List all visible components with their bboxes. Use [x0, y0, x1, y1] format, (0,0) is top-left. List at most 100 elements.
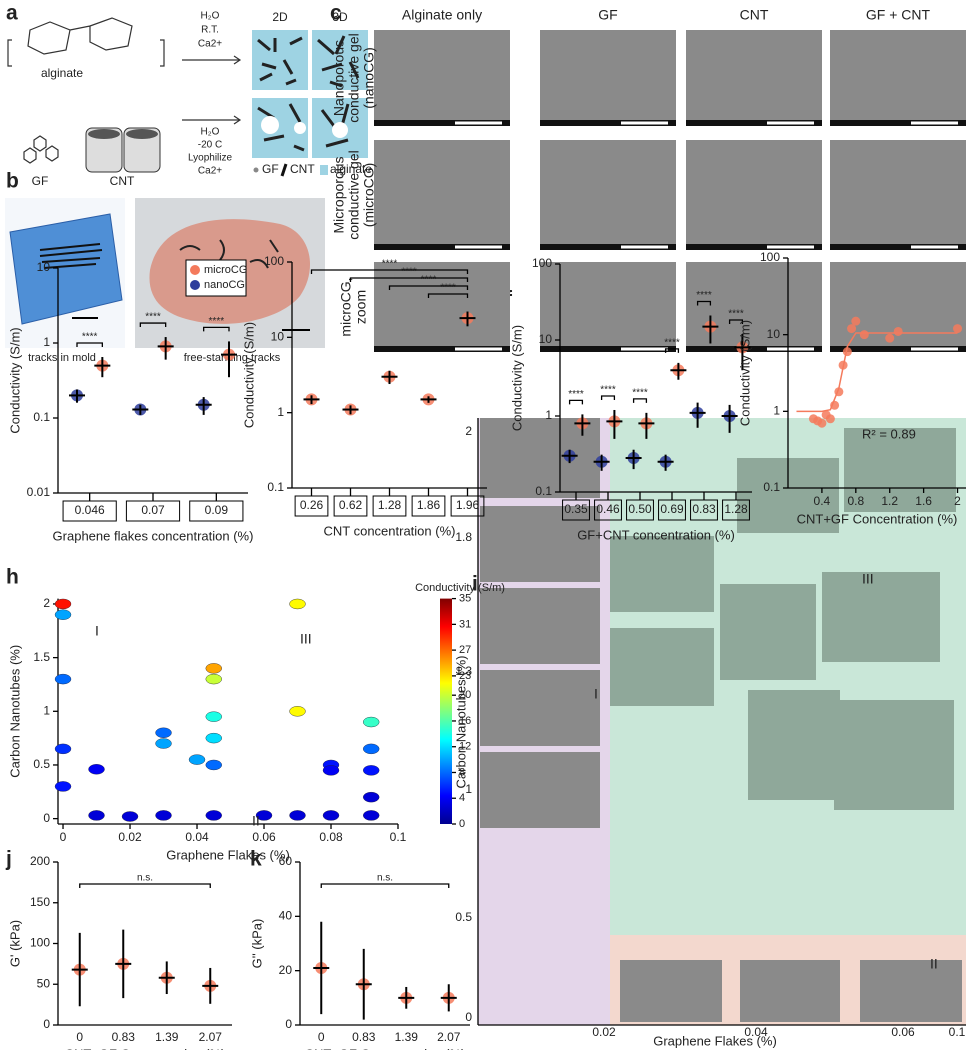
y-axis-label: Conductivity (S/m): [737, 320, 752, 426]
column-header: GF + CNT: [866, 7, 931, 23]
panel-label: a: [6, 2, 18, 25]
x-tick-label: 0.04: [185, 830, 209, 844]
legend-swatch: [190, 265, 200, 275]
significance-bracket: [310, 269, 469, 274]
y-tick-label: 1.3: [455, 664, 472, 678]
point-cluster: [54, 609, 72, 620]
colorbar-tick-label: 20: [459, 689, 471, 701]
y-tick-label: 0.5: [455, 910, 472, 924]
category-box: [722, 499, 750, 521]
scale-strip: [374, 244, 510, 250]
sem-image: [540, 262, 676, 352]
label: Ca2+: [198, 39, 222, 50]
x-tick-label: 0.06: [252, 830, 276, 844]
panel-label: j: [5, 848, 12, 871]
point-cluster: [54, 743, 72, 755]
annotation: n.s.: [137, 873, 153, 884]
sem-image: [540, 140, 676, 250]
x-axis-label: GF+CNT concentration (%): [577, 527, 735, 542]
caption: tracks in mold: [28, 352, 96, 364]
y-tick-label: 1: [277, 405, 284, 419]
label: 3D: [332, 10, 348, 24]
significance-bracket: [203, 326, 230, 332]
y-tick-label: 100: [30, 936, 50, 950]
x-tick-label: 1.6: [915, 494, 932, 508]
point-cluster: [363, 765, 380, 776]
y-tick-label: 60: [279, 854, 293, 868]
sem-image: [686, 262, 822, 352]
annotation: ****: [696, 290, 712, 301]
region-label: I: [95, 623, 99, 639]
schematic: [7, 17, 242, 164]
point-cluster: [155, 727, 172, 738]
point-cluster: [255, 810, 273, 821]
annotation: R² = 0.89: [862, 426, 916, 441]
x-tick-label: 0.46: [596, 502, 620, 516]
row-label: conductive gel: [346, 33, 362, 123]
annotation: ****: [440, 283, 456, 294]
scale-strip: [374, 120, 510, 126]
sem-image: [540, 30, 676, 126]
x-tick-label: 0.046: [75, 503, 105, 517]
category-box: [333, 495, 368, 517]
significance-bracket: [664, 348, 680, 353]
panel-label: i: [472, 573, 478, 596]
point-cluster: [155, 810, 172, 821]
point-cluster: [205, 732, 222, 744]
x-tick-label: 2.07: [437, 1030, 461, 1044]
colorbar-tick-label: 8: [459, 766, 465, 778]
annotation: ****: [209, 316, 225, 327]
y-tick-label: 0.01: [27, 485, 51, 499]
y-axis-label: Carbon Nanotubes (%): [453, 656, 468, 789]
scale-strip: [686, 244, 822, 250]
legend-box: [185, 259, 247, 297]
row-label: Nanoporous: [331, 40, 347, 116]
significance-bracket: [632, 398, 648, 403]
x-tick-label: 0.8: [847, 494, 864, 508]
category-box: [189, 500, 244, 522]
scale-strip: [540, 346, 676, 352]
y-tick-label: 0: [285, 1017, 292, 1031]
y-axis-label: Carbon Nanotubes (%): [7, 645, 22, 778]
significance-bracket: [696, 300, 712, 306]
label: H₂O: [201, 127, 220, 138]
x-tick-label: 0.69: [660, 502, 684, 516]
scale-strip: [686, 120, 822, 126]
point-cluster: [54, 598, 72, 610]
x-tick-label: 0: [76, 1030, 83, 1044]
y-tick-label: 1: [43, 703, 50, 717]
point-cluster: [289, 598, 306, 610]
point-cluster: [205, 663, 222, 674]
sem-image: [686, 140, 822, 250]
scale-strip: [374, 346, 510, 352]
row-label: (microCG): [361, 163, 377, 228]
annotation: ****: [145, 312, 161, 323]
x-tick-label: 0.08: [319, 830, 343, 844]
y-tick-label: 40: [279, 909, 293, 923]
point: [830, 400, 840, 410]
legend-swatch: [320, 165, 328, 175]
legend-label: CNT: [290, 162, 315, 176]
row-label: conductive gel: [346, 150, 362, 240]
label: R.T.: [201, 25, 219, 36]
sem-image: [686, 30, 822, 126]
legend-swatch: [190, 280, 200, 290]
annotation: ****: [421, 275, 437, 286]
panel-label: h: [6, 566, 19, 589]
point-cluster: [363, 716, 380, 728]
x-axis-label: CNT+GF Concentration (%): [797, 511, 958, 526]
photo: [5, 198, 325, 348]
annotation: ****: [728, 309, 744, 320]
x-tick-label: 2.07: [199, 1030, 223, 1044]
colorbar-tick-label: 4: [459, 792, 465, 804]
legend-swatch: [253, 167, 259, 173]
annotation: ****: [382, 259, 398, 270]
y-tick-label: 10: [767, 327, 781, 341]
point: [893, 326, 903, 336]
y-tick-label: 0: [465, 1010, 472, 1024]
gel-blocks: [252, 30, 368, 158]
point-cluster: [54, 673, 72, 685]
x-tick-label: 0: [60, 830, 67, 844]
y-axis-label: Conductivity (S/m): [241, 322, 256, 428]
y-tick-label: 10: [539, 332, 553, 346]
